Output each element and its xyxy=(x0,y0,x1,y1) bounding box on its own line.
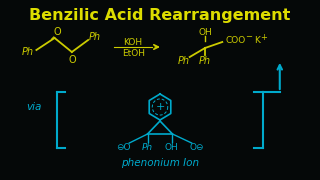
Text: COO: COO xyxy=(226,35,246,44)
Text: +: + xyxy=(260,33,267,42)
Text: via: via xyxy=(26,102,41,112)
Text: −: − xyxy=(245,33,252,42)
Text: K: K xyxy=(254,35,260,44)
Text: +: + xyxy=(155,102,165,112)
Text: ⊖O: ⊖O xyxy=(116,143,131,152)
Text: KOH: KOH xyxy=(124,37,143,46)
Text: phenonium Ion: phenonium Ion xyxy=(121,158,199,168)
Text: OH: OH xyxy=(164,143,178,152)
Text: EtOH: EtOH xyxy=(122,48,145,57)
Text: Ph: Ph xyxy=(178,56,190,66)
Text: Benzilic Acid Rearrangement: Benzilic Acid Rearrangement xyxy=(29,8,291,23)
Text: O: O xyxy=(68,55,76,65)
Text: OH: OH xyxy=(198,28,212,37)
Text: Ph: Ph xyxy=(142,143,153,152)
Text: O: O xyxy=(54,27,61,37)
Text: Ph: Ph xyxy=(89,32,101,42)
Text: O⊖: O⊖ xyxy=(189,143,204,152)
Text: Ph: Ph xyxy=(199,56,211,66)
Text: Ph: Ph xyxy=(22,47,34,57)
